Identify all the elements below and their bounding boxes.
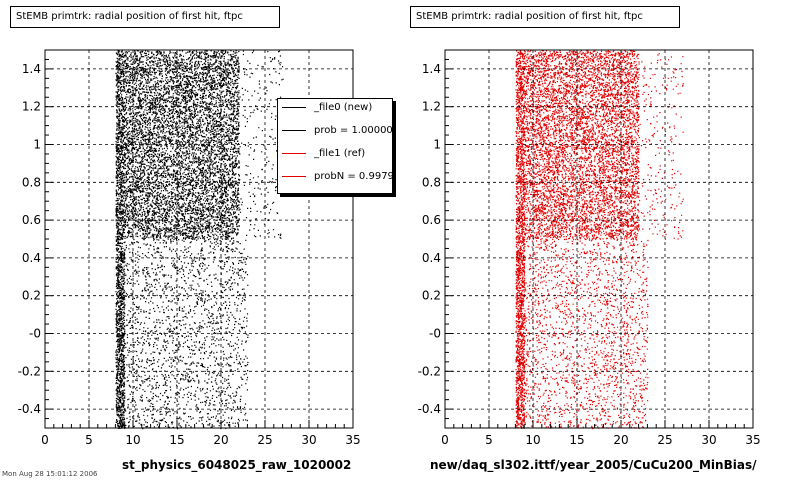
scatter-points bbox=[515, 50, 684, 430]
x-tick-label: 25 bbox=[257, 433, 272, 447]
x-tick-label: 10 bbox=[125, 433, 140, 447]
y-tick-label: -0.2 bbox=[18, 364, 41, 378]
y-tick-label: 1.4 bbox=[422, 62, 441, 76]
x-tick-label: 30 bbox=[301, 433, 316, 447]
legend-label-file1: _file1 (ref) bbox=[314, 148, 366, 159]
x-tick-label: 0 bbox=[41, 433, 49, 447]
y-tick-label: 1 bbox=[33, 138, 41, 152]
right-x-axis-title: new/daq_sl302.ittf/year_2005/CuCu200_Min… bbox=[430, 458, 757, 472]
x-tick-label: 5 bbox=[85, 433, 93, 447]
x-tick-label: 20 bbox=[213, 433, 228, 447]
y-tick-label: 1.4 bbox=[22, 62, 41, 76]
legend-label-file0: _file0 (new) bbox=[314, 102, 373, 113]
x-tick-label: 15 bbox=[169, 433, 184, 447]
y-tick-label: 1.2 bbox=[22, 100, 41, 114]
y-tick-label: 0.2 bbox=[22, 289, 41, 303]
y-tick-label: 0.6 bbox=[22, 213, 41, 227]
y-tick-label: -0.2 bbox=[418, 364, 441, 378]
y-tick-label: 1.2 bbox=[422, 100, 441, 114]
x-tick-label: 25 bbox=[657, 433, 672, 447]
legend-line-probn bbox=[282, 176, 306, 177]
left-x-axis-title: st_physics_6048025_raw_1020002 bbox=[122, 458, 352, 472]
y-tick-label: -0.4 bbox=[418, 402, 441, 416]
y-tick-label: 0.8 bbox=[22, 175, 41, 189]
legend-line-file1 bbox=[282, 153, 306, 154]
x-tick-label: 10 bbox=[525, 433, 540, 447]
scatter-points bbox=[115, 50, 284, 430]
y-tick-label: 0.8 bbox=[422, 175, 441, 189]
legend-label-prob: prob = 1.000000 bbox=[314, 125, 393, 136]
y-tick-label: -0 bbox=[429, 327, 441, 341]
x-tick-label: 5 bbox=[485, 433, 493, 447]
y-tick-label: 0.4 bbox=[422, 251, 441, 265]
legend-label-probn: probN = 0.997986 bbox=[314, 171, 393, 182]
y-tick-label: 0.2 bbox=[422, 289, 441, 303]
legend-line-file0 bbox=[282, 107, 306, 108]
right-plot-title: StEMB primtrk: radial position of first … bbox=[410, 6, 680, 28]
plot-area bbox=[445, 50, 753, 428]
right-scatter-plot: 0 5 10 15 20 25 30 35 -0.4 -0.2 -0 0.2 0.4 0.6 0.8 1 1.2… bbox=[418, 49, 761, 447]
x-tick-label: 35 bbox=[745, 433, 760, 447]
x-tick-label: 35 bbox=[345, 433, 360, 447]
y-tick-label: 0.6 bbox=[422, 213, 441, 227]
left-scatter-plot: 0 5 10 15 20 25 30 35 -0.4 -0.2 -0 0.2 0.4 0.6 0.8 1 1.2… bbox=[18, 49, 361, 447]
legend-entry-probn: probN = 0.997986 bbox=[278, 170, 393, 184]
x-tick-label: 15 bbox=[569, 433, 584, 447]
legend-entry-file0: _file0 (new) bbox=[278, 101, 392, 115]
y-tick-label: -0 bbox=[29, 327, 41, 341]
legend-line-prob bbox=[282, 130, 306, 131]
footer-timestamp: Mon Aug 28 15:01:12 2006 bbox=[2, 470, 98, 478]
y-tick-label: 1 bbox=[433, 138, 441, 152]
x-tick-label: 20 bbox=[613, 433, 628, 447]
legend-entry-file1: _file1 (ref) bbox=[278, 147, 392, 161]
legend-entry-prob: prob = 1.000000 bbox=[278, 124, 393, 138]
x-tick-label: 30 bbox=[701, 433, 716, 447]
y-tick-label: 0.4 bbox=[22, 251, 41, 265]
left-plot-title: StEMB primtrk: radial position of first … bbox=[10, 6, 280, 28]
x-tick-label: 0 bbox=[441, 433, 449, 447]
legend: _file0 (new) prob = 1.000000 _file1 (ref… bbox=[277, 98, 393, 194]
y-tick-label: -0.4 bbox=[18, 402, 41, 416]
